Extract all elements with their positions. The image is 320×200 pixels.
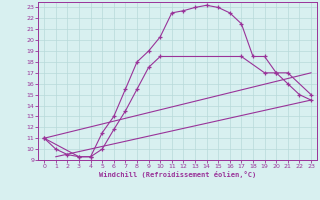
X-axis label: Windchill (Refroidissement éolien,°C): Windchill (Refroidissement éolien,°C) bbox=[99, 171, 256, 178]
